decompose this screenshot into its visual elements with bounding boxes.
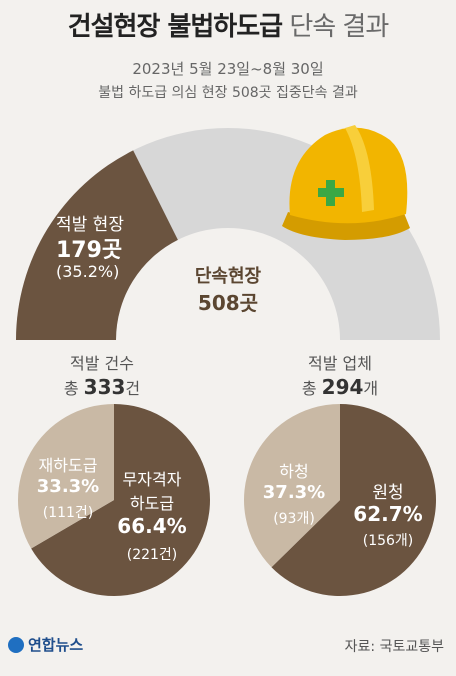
slice-count-unqualified: (221건) <box>126 547 178 563</box>
cross-icon <box>318 180 344 206</box>
slice-pct-unqualified: 66.4% <box>117 514 187 538</box>
slice-label-prime: 원청 <box>372 483 404 503</box>
slice-count-subcontractor: (93개) <box>273 511 315 527</box>
half-donut-slice-detected <box>16 150 178 340</box>
slice-pct-resubcontract: 33.3% <box>36 476 100 497</box>
source-text: 자료: 국토교통부 <box>344 639 444 655</box>
pie-companies-total: 총 294개 <box>301 375 379 399</box>
slice-pct-subcontractor: 37.3% <box>262 482 326 503</box>
slice-count-resubcontract: (111건) <box>42 505 94 521</box>
pie-companies-title: 적발 업체 <box>308 354 372 373</box>
subtitle-desc: 불법 하도급 의심 현장 508곳 집중단속 결과 <box>98 85 358 101</box>
title-bold: 건설현장 불법하도급 <box>67 12 283 42</box>
pie-companies <box>244 404 436 596</box>
pie-detections-slice-resubcontract <box>18 404 115 549</box>
subtitle-period: 2023년 5월 23일~8월 30일 <box>132 60 324 78</box>
pie-companies-slice-subcontractor <box>244 404 340 568</box>
pie-detections-slice-unqualified <box>31 404 211 596</box>
pie-companies-slice-prime <box>271 404 436 596</box>
slice-pct-detected: (35.2%) <box>56 262 120 281</box>
slice-label-unqualified-2: 하도급 <box>129 494 175 513</box>
title-light: 단속 결과 <box>289 12 389 42</box>
slice-label-subcontractor: 하청 <box>279 462 309 481</box>
slice-label-detected: 적발 현장 <box>56 215 124 235</box>
slice-pct-prime: 62.7% <box>353 502 423 526</box>
pie-detections <box>18 404 211 596</box>
pie-detections-title: 적발 건수 <box>70 354 134 373</box>
pie-detections-total: 총 333건 <box>63 375 141 399</box>
yonhap-logo: 연합뉴스 <box>8 634 83 655</box>
center-label: 단속현장 <box>194 266 262 287</box>
hardhat-icon <box>282 125 410 240</box>
slice-label-resubcontract: 재하도급 <box>38 456 98 475</box>
globe-icon <box>8 637 24 653</box>
slice-value-detected: 179곳 <box>56 238 123 263</box>
slice-label-unqualified-1: 무자격자 <box>122 470 182 489</box>
chart-title: 건설현장 불법하도급 단속 결과 <box>0 6 456 43</box>
slice-count-prime: (156개) <box>362 533 414 549</box>
center-value: 508곳 <box>197 291 259 315</box>
